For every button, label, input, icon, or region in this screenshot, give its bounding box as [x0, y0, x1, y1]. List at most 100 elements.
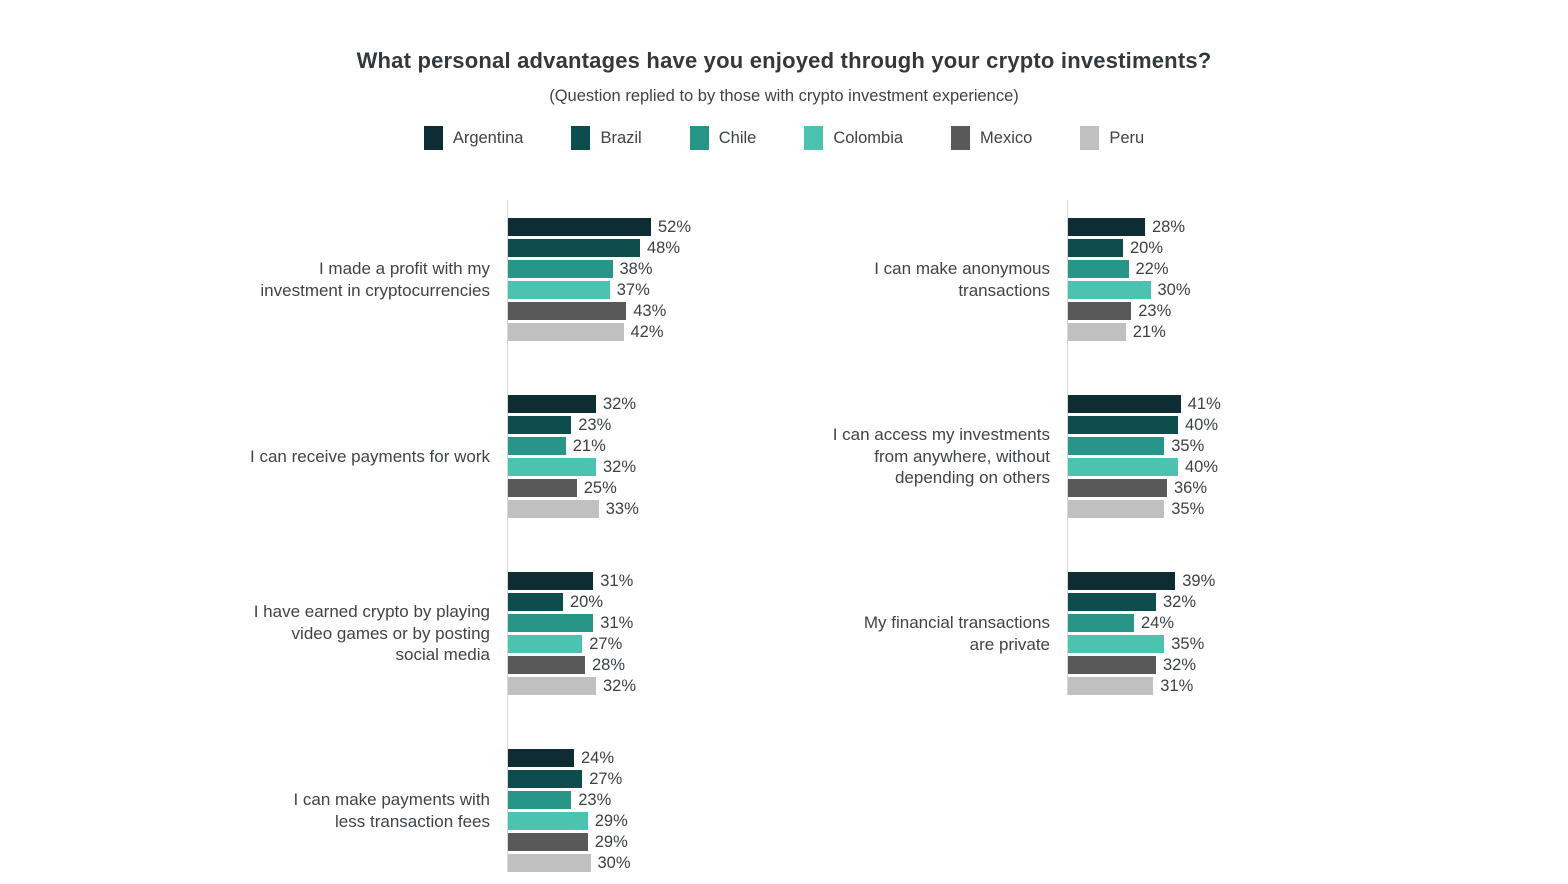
legend-swatch-icon	[689, 126, 709, 150]
bar-row-colombia: 35%	[1068, 635, 1300, 653]
bar-peru	[508, 323, 624, 341]
bar-mexico	[508, 479, 577, 497]
bar-row-argentina: 24%	[508, 749, 740, 767]
bar-row-colombia: 30%	[1068, 281, 1300, 299]
bar-colombia	[508, 281, 610, 299]
bar-brazil	[1068, 239, 1123, 257]
legend-item-brazil: Brazil	[571, 126, 642, 150]
legend-swatch-icon	[423, 126, 443, 150]
bar-group: My financial transactions are private 39%…	[757, 572, 1300, 695]
bar-peru	[1068, 500, 1165, 518]
bar-row-brazil: 27%	[508, 770, 740, 788]
bar-value-label: 32%	[603, 394, 637, 413]
bar-groups-left: I made a profit with my investment in cr…	[197, 200, 740, 872]
bar-row-mexico: 29%	[508, 833, 740, 851]
bar-value-label: 42%	[630, 322, 664, 341]
bar-mexico	[1068, 302, 1132, 320]
bar-brazil	[508, 239, 640, 257]
bar-row-colombia: 40%	[1068, 458, 1300, 476]
bar-chile	[508, 260, 613, 278]
bar-value-label: 27%	[589, 634, 623, 653]
bar-colombia	[1068, 635, 1165, 653]
bar-chile	[1068, 260, 1129, 278]
legend-item-colombia: Colombia	[804, 126, 903, 150]
bar-peru	[508, 677, 596, 695]
bar-chile	[1068, 437, 1165, 455]
legend-swatch-icon	[951, 126, 971, 150]
bar-argentina	[1068, 572, 1176, 590]
legend-item-chile: Chile	[689, 126, 757, 150]
legend-label: Peru	[1109, 128, 1145, 147]
bar-row-peru: 31%	[1068, 677, 1300, 695]
bar-colombia	[1068, 458, 1178, 476]
bar-chile	[508, 791, 572, 809]
bar-value-label: 41%	[1187, 394, 1221, 413]
legend-item-argentina: Argentina	[423, 126, 524, 150]
bar-group: I can make anonymous transactions 28% 20% 2…	[757, 218, 1300, 341]
bar-value-label: 30%	[1157, 280, 1191, 299]
bar-row-chile: 38%	[508, 260, 740, 278]
bar-value-label: 36%	[1174, 478, 1208, 497]
bar-mexico	[1068, 656, 1156, 674]
bar-row-argentina: 39%	[1068, 572, 1300, 590]
bar-row-mexico: 36%	[1068, 479, 1300, 497]
legend-item-mexico: Mexico	[951, 126, 1032, 150]
bar-row-mexico: 23%	[1068, 302, 1300, 320]
legend-item-peru: Peru	[1080, 126, 1144, 150]
bar-row-colombia: 27%	[508, 635, 740, 653]
group-label: I made a profit with my investment in cr…	[260, 258, 490, 300]
bar-row-mexico: 28%	[508, 656, 740, 674]
bar-colombia	[508, 812, 588, 830]
bars: 41% 40% 35% 40% 36% 35%	[1067, 395, 1300, 518]
y-axis-line	[507, 200, 508, 872]
group-label: I have earned crypto by playing video ga…	[253, 601, 490, 665]
bar-value-label: 48%	[647, 238, 681, 257]
legend-swatch-icon	[571, 126, 591, 150]
bar-groups-right: I can make anonymous transactions 28% 20% 2…	[757, 200, 1300, 695]
bars: 24% 27% 23% 29% 29% 30%	[507, 749, 740, 872]
bar-value-label: 20%	[1130, 238, 1164, 257]
bar-value-label: 40%	[1185, 415, 1219, 434]
bar-value-label: 21%	[1132, 322, 1166, 341]
bar-colombia	[1068, 281, 1151, 299]
bar-row-peru: 42%	[508, 323, 740, 341]
bar-group: I have earned crypto by playing video ga…	[197, 572, 740, 695]
bar-mexico	[508, 833, 588, 851]
legend-label: Colombia	[833, 128, 904, 147]
legend-label: Chile	[718, 128, 757, 147]
bar-peru	[508, 500, 599, 518]
bar-argentina	[508, 572, 594, 590]
legend: Argentina Brazil Chile Colombia Mexico Peru	[0, 126, 1568, 150]
bar-value-label: 35%	[1171, 499, 1205, 518]
bar-value-label: 23%	[578, 415, 612, 434]
bar-value-label: 25%	[583, 478, 617, 497]
bar-value-label: 37%	[616, 280, 650, 299]
legend-label: Argentina	[452, 128, 524, 147]
chart-subtitle: (Question replied to by those with crypt…	[549, 87, 1019, 105]
bar-row-chile: 35%	[1068, 437, 1300, 455]
bar-argentina	[1068, 395, 1181, 413]
bar-value-label: 35%	[1171, 634, 1205, 653]
bar-argentina	[508, 218, 651, 236]
bar-row-argentina: 32%	[508, 395, 740, 413]
bar-argentina	[508, 395, 596, 413]
legend-label: Mexico	[980, 128, 1033, 147]
bar-row-brazil: 48%	[508, 239, 740, 257]
bar-row-mexico: 43%	[508, 302, 740, 320]
legend-swatch-icon	[1080, 126, 1100, 150]
bar-value-label: 32%	[603, 676, 637, 695]
chart-column-left: I made a profit with my investment in cr…	[197, 200, 740, 872]
bar-row-colombia: 37%	[508, 281, 740, 299]
bar-chile	[1068, 614, 1134, 632]
bar-value-label: 23%	[1138, 301, 1172, 320]
bar-value-label: 31%	[600, 571, 634, 590]
bars: 28% 20% 22% 30% 23% 21%	[1067, 218, 1300, 341]
bar-value-label: 38%	[619, 259, 653, 278]
bars: 52% 48% 38% 37% 43% 42%	[507, 218, 740, 341]
bar-value-label: 27%	[589, 769, 623, 788]
y-axis-line	[1067, 200, 1068, 695]
bar-value-label: 20%	[570, 592, 604, 611]
group-label: I can make anonymous transactions	[874, 258, 1050, 300]
bar-row-brazil: 32%	[1068, 593, 1300, 611]
bar-row-peru: 32%	[508, 677, 740, 695]
